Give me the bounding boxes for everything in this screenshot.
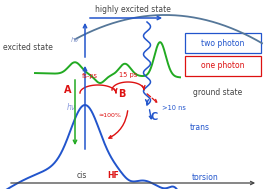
Text: highly excited state: highly excited state [95, 5, 171, 14]
FancyBboxPatch shape [185, 56, 261, 76]
Text: >10 ns: >10 ns [162, 105, 186, 111]
Text: B: B [118, 89, 126, 99]
Text: hν: hν [71, 37, 79, 43]
Text: two photon: two photon [201, 39, 245, 47]
Text: torsion: torsion [192, 173, 218, 182]
Text: ground state: ground state [193, 88, 243, 97]
Text: cis: cis [77, 171, 87, 180]
Text: hν: hν [67, 104, 76, 112]
Text: ≈100%: ≈100% [99, 113, 122, 118]
Text: one photon: one photon [201, 61, 245, 70]
Text: fs-ps: fs-ps [82, 73, 98, 79]
Text: HF: HF [107, 171, 119, 180]
Text: trans: trans [190, 123, 210, 132]
Text: C: C [150, 112, 158, 122]
Text: A: A [64, 85, 72, 95]
Text: 15 ps: 15 ps [119, 72, 137, 78]
Text: excited state: excited state [3, 43, 53, 53]
FancyBboxPatch shape [185, 33, 261, 53]
